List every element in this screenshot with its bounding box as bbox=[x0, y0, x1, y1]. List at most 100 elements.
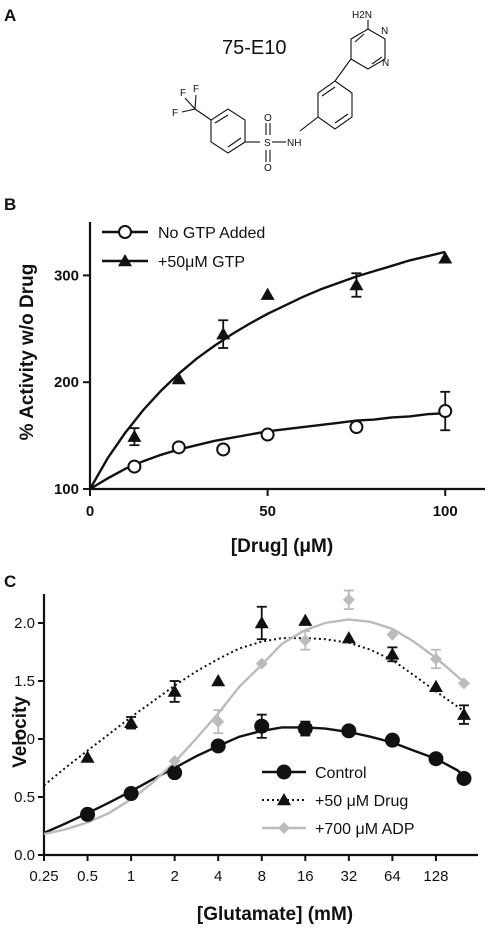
panel-c-x-tick-label: 32 bbox=[340, 868, 357, 885]
panel-c-legend-marker bbox=[276, 764, 292, 780]
panel-c-point-series-2 bbox=[341, 631, 356, 644]
panel-b-legend-label: +50μM GTP bbox=[158, 254, 245, 271]
panel-c-x-axis-title: [Glutamate] (mM) bbox=[197, 904, 353, 925]
atom-f2: F bbox=[193, 84, 199, 95]
panel-c-axes: 0.25 0.5 1 2 4 8 16 32 64 128 0.0 0.5 1.0 1.5 2.0 bbox=[14, 594, 478, 885]
panel-b-y-tick-label: 300 bbox=[54, 267, 79, 284]
panel-b-x-axis-title: [Drug] (μM) bbox=[231, 536, 333, 557]
panel-b-y-axis-title: % Activity w/o Drug bbox=[17, 264, 38, 441]
panel-b-point-series-2 bbox=[127, 429, 142, 442]
panel-b-axes: 0 50 100 100 200 300 bbox=[54, 222, 485, 520]
panel-c-x-tick-label: 64 bbox=[384, 868, 401, 885]
panel-b-point-series-1 bbox=[216, 442, 231, 457]
panel-letter-a: A bbox=[4, 6, 16, 25]
panel-b-fit-line-2 bbox=[88, 250, 446, 490]
panel-b-point-series-1 bbox=[171, 440, 186, 455]
panel-b-fit-curves bbox=[88, 250, 446, 491]
panel-c-legend-label: +50 μM Drug bbox=[315, 793, 408, 810]
panel-c-x-tick-label: 0.25 bbox=[29, 868, 58, 885]
atom-o-top: O bbox=[264, 113, 272, 124]
panel-c-point-series-1 bbox=[210, 738, 226, 754]
panel-b-point-series-1 bbox=[127, 459, 142, 474]
panel-c-point-series-3 bbox=[342, 593, 355, 606]
atom-n-ring: N bbox=[382, 58, 389, 69]
atom-nh2: H2N bbox=[352, 10, 372, 21]
panel-c-point-series-3 bbox=[212, 715, 225, 728]
panel-c-x-tick-label: 2 bbox=[170, 868, 178, 885]
panel-letter-b: B bbox=[4, 195, 16, 214]
panel-c-point-series-2 bbox=[167, 684, 182, 697]
panel-c-y-tick-label: 2.0 bbox=[14, 615, 35, 632]
chart-panel-c: 0.25 0.5 1 2 4 8 16 32 64 128 0.0 0.5 1.0 1.5 2.0 Cont… bbox=[10, 589, 478, 925]
panel-c-y-axis-title: Velocity bbox=[10, 696, 31, 768]
panel-c-point-series-1 bbox=[123, 786, 139, 802]
atom-s: S bbox=[264, 138, 271, 149]
atom-o-bottom: O bbox=[264, 163, 272, 174]
panel-c-point-series-2 bbox=[80, 750, 95, 763]
panel-b-point-series-1 bbox=[260, 427, 275, 442]
atom-f3: F bbox=[172, 108, 178, 119]
panel-c-points bbox=[80, 593, 472, 822]
panel-c-point-series-3 bbox=[429, 652, 442, 665]
panel-c-x-tick-label: 16 bbox=[297, 868, 314, 885]
panel-b-y-tick-label: 200 bbox=[54, 374, 79, 391]
panel-c-point-series-1 bbox=[341, 723, 357, 739]
panel-c-point-series-2 bbox=[211, 674, 226, 687]
pyrimidine-ring bbox=[350, 28, 386, 70]
panel-b-point-series-2 bbox=[216, 327, 231, 340]
panel-c-x-tick-label: 128 bbox=[423, 868, 448, 885]
panel-c-y-tick-label: 0.5 bbox=[14, 789, 35, 806]
panel-c-fit-line-2 bbox=[43, 637, 465, 787]
panel-b-point-series-2 bbox=[349, 278, 364, 291]
panel-c-legend-marker bbox=[277, 793, 291, 806]
panel-c-point-series-2 bbox=[298, 613, 313, 626]
panel-c-x-tick-label: 8 bbox=[258, 868, 266, 885]
panel-c-point-series-1 bbox=[254, 718, 270, 734]
atom-f1: F bbox=[180, 88, 186, 99]
panel-c-point-series-3 bbox=[255, 657, 268, 670]
panel-b-point-series-2 bbox=[260, 287, 275, 300]
panel-c-legend: Control +50 μM Drug +700 μM ADP bbox=[262, 764, 415, 838]
panel-c-point-series-2 bbox=[254, 616, 269, 629]
panel-c-point-series-1 bbox=[428, 751, 444, 767]
panel-c-point-series-2 bbox=[428, 679, 443, 693]
panel-c-point-series-1 bbox=[297, 721, 313, 737]
panel-c-y-tick-label: 1.0 bbox=[14, 731, 35, 748]
panel-c-point-series-3 bbox=[168, 755, 181, 768]
panel-c-legend-label: Control bbox=[315, 765, 367, 782]
panel-c-y-tick-label: 1.5 bbox=[14, 673, 35, 690]
panel-b-x-tick-label: 100 bbox=[433, 503, 458, 520]
atom-n-top: N bbox=[381, 26, 388, 37]
panel-c-point-series-3 bbox=[386, 628, 399, 641]
panel-b-point-series-2 bbox=[438, 251, 453, 264]
phenyl-ring-para bbox=[317, 80, 353, 130]
panel-c-point-series-2 bbox=[385, 647, 400, 660]
panel-b-y-tick-label: 100 bbox=[54, 481, 79, 498]
panel-b-legend-label: No GTP Added bbox=[158, 225, 265, 242]
panel-b-legend-marker bbox=[118, 225, 132, 239]
chemical-structure: H2N N N F F F S O O NH bbox=[172, 10, 389, 174]
panel-b-point-series-1 bbox=[438, 404, 453, 419]
panel-b-fit-line-1 bbox=[89, 412, 446, 491]
panel-b-x-tick-label: 50 bbox=[259, 503, 276, 520]
panel-c-error-bars bbox=[126, 589, 469, 739]
panel-c-point-series-3 bbox=[457, 677, 470, 690]
panel-b-error-bars bbox=[129, 272, 451, 447]
panel-b-x-tick-label: 0 bbox=[86, 503, 94, 520]
panel-c-legend-label: +700 μM ADP bbox=[315, 821, 415, 838]
panel-b-points bbox=[127, 251, 453, 474]
panel-c-point-series-1 bbox=[167, 765, 183, 781]
panel-c-point-series-1 bbox=[384, 732, 400, 748]
panel-c-y-tick-label: 0.0 bbox=[14, 847, 35, 864]
panel-c-legend-marker bbox=[278, 822, 290, 834]
panel-c-point-series-1 bbox=[80, 806, 96, 822]
chart-panel-b: 0 50 100 100 200 300 No GTP Added +50μM GTP [D… bbox=[17, 222, 485, 557]
panel-b-legend: No GTP Added +50μM GTP bbox=[102, 225, 265, 271]
atom-nh: NH bbox=[287, 138, 301, 149]
panel-c-x-tick-label: 0.5 bbox=[77, 868, 98, 885]
panel-c-point-series-1 bbox=[456, 770, 472, 786]
compound-name: 75-E10 bbox=[222, 37, 287, 59]
panel-b-point-series-1 bbox=[349, 420, 364, 435]
panel-letter-c: C bbox=[4, 572, 16, 591]
